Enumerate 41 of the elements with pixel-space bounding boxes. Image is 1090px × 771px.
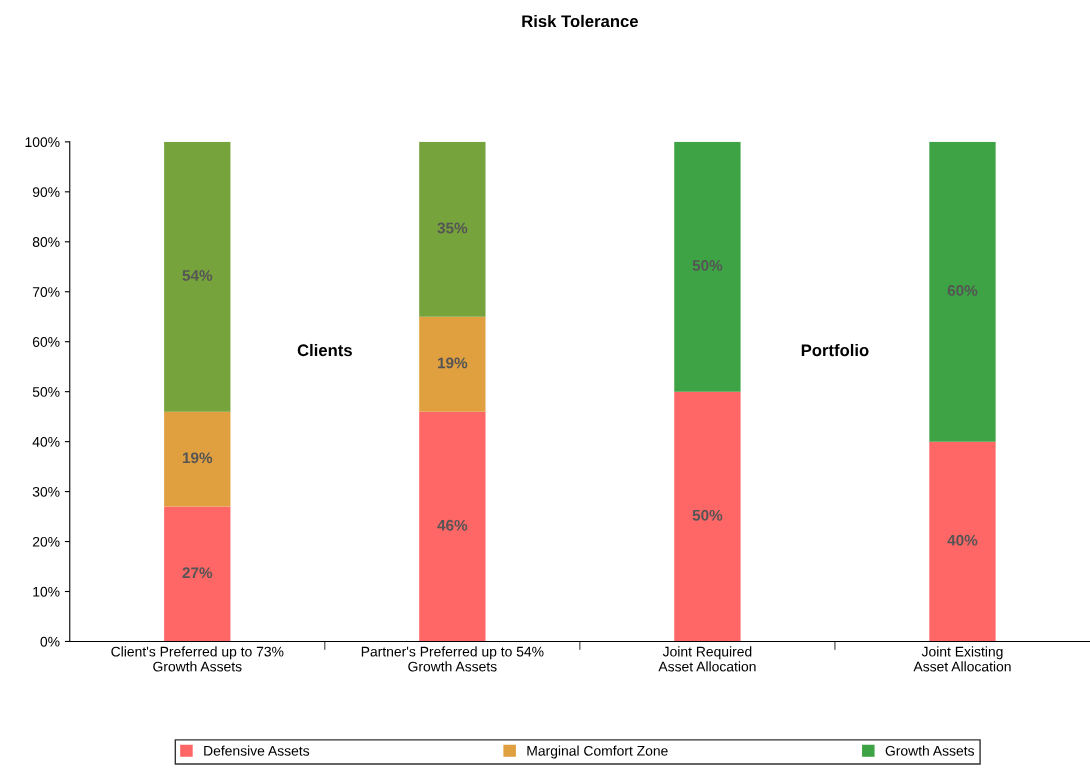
annotation: Portfolio — [801, 343, 869, 357]
bar — [929, 141, 996, 442]
bar — [419, 411, 486, 642]
x-tick-label: Joint Existing Asset Allocation — [913, 646, 1011, 672]
data-label: 19% — [438, 357, 468, 369]
annotation: Clients — [297, 343, 352, 357]
data-label: 50% — [692, 260, 723, 271]
data-label: 19% — [182, 452, 213, 464]
bar — [929, 441, 996, 642]
y-tick-label: 10% — [33, 586, 60, 597]
y-tick-label: 70% — [32, 287, 60, 297]
y-tick-label: 40% — [32, 436, 60, 447]
bar — [419, 141, 486, 317]
y-tick-label: 60% — [32, 337, 60, 347]
data-label: 50% — [692, 509, 723, 521]
x-tick-label: Partner's Preferred up to 54% Growth Assets — [361, 646, 544, 672]
y-tick-label: 20% — [32, 536, 60, 547]
y-tick-label: 90% — [32, 187, 60, 197]
data-label: 46% — [437, 519, 468, 531]
y-tick-label: 30% — [32, 486, 60, 497]
bar — [164, 411, 231, 507]
data-label: 60% — [947, 285, 978, 296]
bar — [419, 316, 486, 412]
y-tick-label: 80% — [32, 237, 60, 247]
legend-label: Growth Assets — [885, 745, 975, 756]
chart-title: Risk Tolerance — [522, 14, 638, 28]
y-tick-label: 100% — [25, 137, 60, 148]
data-label: 27% — [182, 567, 213, 579]
data-label: 54% — [182, 270, 213, 281]
y-tick-label: 50% — [32, 387, 60, 397]
bar — [164, 506, 231, 642]
data-label: 40% — [947, 534, 978, 546]
legend-label: Defensive Assets — [204, 745, 310, 756]
bar — [674, 391, 741, 642]
x-tick-label: Client's Preferred up to 73% Growth Assets — [111, 646, 284, 672]
data-label: 35% — [437, 222, 468, 234]
legend-label: Marginal Comfort Zone — [527, 745, 668, 759]
bar — [164, 141, 231, 412]
x-tick-label: Joint Required Asset Allocation — [658, 646, 756, 672]
y-tick-label: 0% — [40, 636, 60, 647]
bar — [674, 141, 741, 392]
